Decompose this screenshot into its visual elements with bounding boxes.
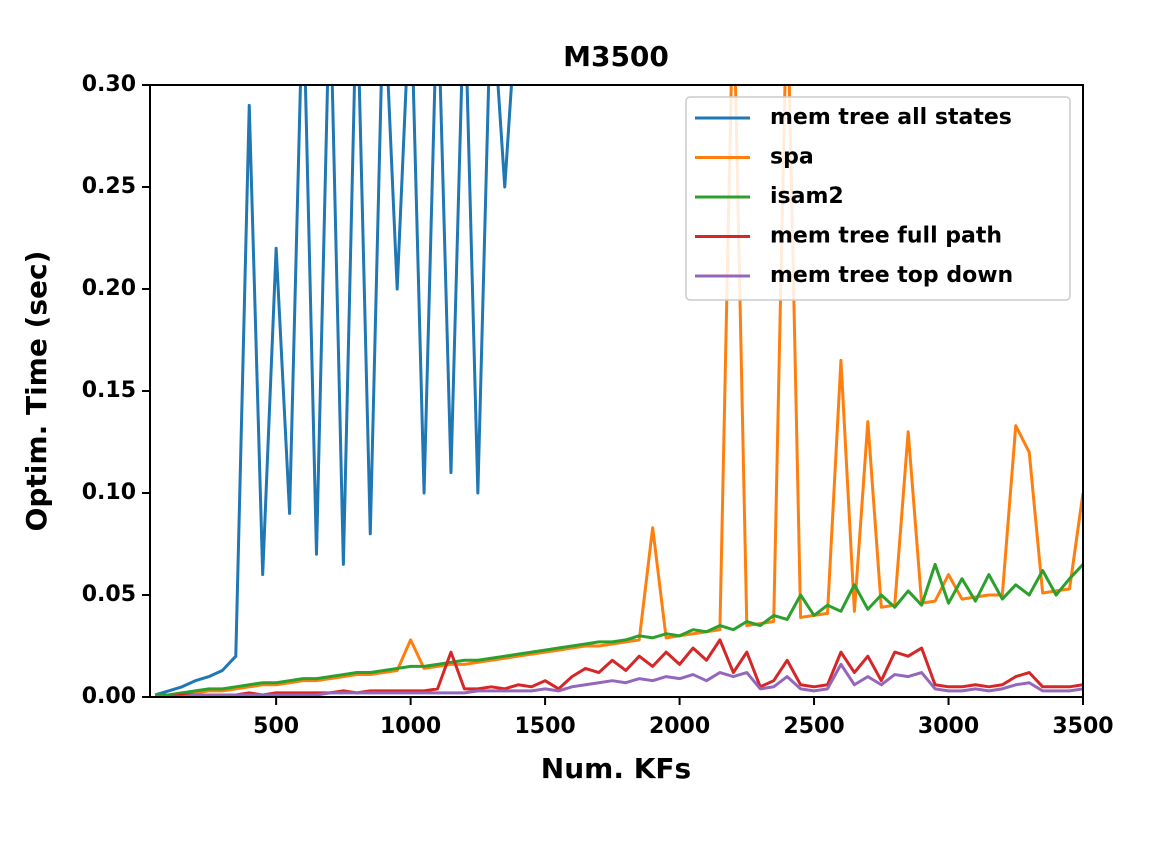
y-tick-label: 0.20 xyxy=(82,276,136,301)
y-tick-label: 0.10 xyxy=(82,480,136,505)
x-tick-label: 2000 xyxy=(649,714,710,739)
y-tick-label: 0.30 xyxy=(82,72,136,97)
x-tick-label: 3000 xyxy=(918,714,979,739)
y-tick-label: 0.00 xyxy=(82,684,136,709)
y-tick-label: 0.05 xyxy=(82,582,136,607)
legend-label: isam2 xyxy=(770,184,844,209)
x-axis-label: Num. KFs xyxy=(541,752,691,785)
x-tick-label: 1000 xyxy=(380,714,441,739)
chart-title: M3500 xyxy=(563,40,669,73)
x-tick-label: 1500 xyxy=(514,714,575,739)
x-tick-label: 3500 xyxy=(1052,714,1113,739)
x-tick-label: 2500 xyxy=(783,714,844,739)
x-tick-label: 500 xyxy=(253,714,299,739)
legend-label: mem tree full path xyxy=(770,224,1002,249)
series-line xyxy=(155,562,1083,697)
legend-label: mem tree all states xyxy=(770,105,1012,130)
series-line xyxy=(155,638,1083,697)
y-tick-label: 0.25 xyxy=(82,174,136,199)
legend-box xyxy=(685,96,1071,301)
legend-label: mem tree top down xyxy=(770,263,1013,288)
legend-label: spa xyxy=(770,145,814,170)
series-line xyxy=(154,85,532,697)
series-line xyxy=(155,85,1083,697)
plot-lines xyxy=(154,85,1083,697)
series-line xyxy=(155,662,1083,697)
y-axis-label: Optim. Time (sec) xyxy=(20,251,53,532)
y-tick-label: 0.15 xyxy=(82,378,136,403)
